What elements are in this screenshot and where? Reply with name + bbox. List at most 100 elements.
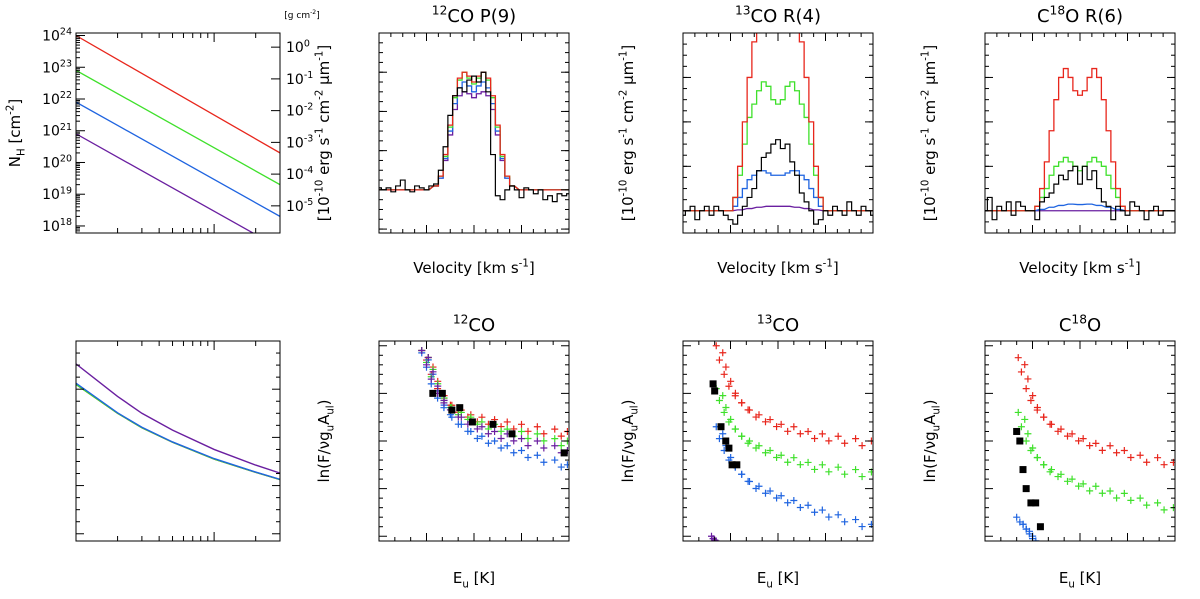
c18orot-point-observed xyxy=(1013,427,1021,435)
c18orot-point-red xyxy=(1014,354,1022,362)
co12line-line-green xyxy=(379,71,569,191)
co12line-line-red xyxy=(379,71,569,191)
co12rot-point-blue xyxy=(503,442,511,450)
co13rot-point-red xyxy=(773,423,781,431)
co13rot-point-blue xyxy=(858,523,866,531)
c18orot-point-green xyxy=(1048,466,1055,474)
co13rot-point-green xyxy=(804,458,812,466)
coldens-y2tick-label: 10-1 xyxy=(286,70,313,88)
c18orot-point-blue xyxy=(1022,525,1030,533)
co12rot-point-observed xyxy=(489,420,497,428)
c18orot-point-blue xyxy=(1025,530,1033,538)
co13rot-point-green xyxy=(874,475,881,482)
co12line-line-observed xyxy=(379,71,569,203)
co13rot-point-green xyxy=(777,451,785,459)
co12line-ylabel: [10-10 erg s-1 cm-2 μm-1] xyxy=(315,45,333,222)
co13rot-point-red xyxy=(746,406,753,414)
co12rot-point-red xyxy=(570,435,577,442)
co13rot-point-observed xyxy=(722,437,730,445)
co13line-title: 13CO R(4) xyxy=(735,3,821,27)
co13rot-point-red xyxy=(777,420,785,428)
co13rot-point-red xyxy=(727,377,735,385)
co12rot-point-blue xyxy=(467,427,475,435)
co12line-line-purple xyxy=(379,91,569,191)
co12rot-point-purple xyxy=(434,382,442,390)
co12rot-point-purple xyxy=(510,437,518,445)
coldens-ytick-label: 1019 xyxy=(42,185,72,203)
co13rot-point-blue xyxy=(852,516,860,524)
co12rot-point-purple xyxy=(478,423,486,431)
co13rot-point-purple xyxy=(716,542,723,549)
c18orot-point-blue xyxy=(1013,513,1021,521)
c18orot-point-green xyxy=(1160,506,1168,514)
temp-frame xyxy=(75,340,281,542)
c18orot-point-green xyxy=(1064,477,1071,485)
c18oline-line-observed xyxy=(985,165,1175,221)
co13line-frame xyxy=(682,32,874,234)
co12rot-point-purple xyxy=(491,427,499,435)
co13rot-point-green xyxy=(731,425,739,433)
c18orot-point-green xyxy=(1021,415,1029,423)
co13rot-point-blue xyxy=(715,435,723,443)
c18orot-point-blue xyxy=(1036,542,1043,549)
co12line-line-blue xyxy=(379,81,569,191)
c18orot-point-observed xyxy=(1032,499,1040,507)
co12rot-point-observed xyxy=(448,406,456,414)
co13rot-point-blue xyxy=(777,492,785,500)
c18oline-xlabel: Velocity [km s-1] xyxy=(1019,259,1140,277)
co13rot-point-green xyxy=(852,466,860,474)
co12line-xlabel: Velocity [km s-1] xyxy=(413,259,534,277)
co12line-frame xyxy=(378,32,570,234)
c18orot-point-observed xyxy=(1027,499,1035,507)
co13rot-point-blue xyxy=(804,501,812,509)
co13rot-point-red xyxy=(858,442,866,450)
co13rot-point-red xyxy=(784,427,792,435)
coldens-ytick-label: 1021 xyxy=(42,122,72,140)
co13rot-point-blue xyxy=(738,470,746,478)
coldens-ytick-label: 1022 xyxy=(42,90,72,108)
c18orot-point-green xyxy=(1079,480,1087,488)
co13rot-point-green xyxy=(762,449,769,457)
c18orot-point-green xyxy=(1014,408,1022,416)
co13rot-point-blue xyxy=(719,430,727,438)
co13rot-point-red xyxy=(825,437,833,445)
co13rot-point-red xyxy=(715,356,723,364)
co12rot-point-purple xyxy=(540,444,548,452)
c18orot-point-green xyxy=(1017,423,1025,431)
c18oline-frame xyxy=(984,32,1176,234)
co12rot-point-purple xyxy=(524,442,532,450)
co13rot-point-red xyxy=(804,427,812,435)
co12rot-ylabel: ln(F/νguAul) xyxy=(315,400,337,483)
coldens-line-blue xyxy=(76,101,280,217)
co12rot-point-observed xyxy=(468,418,476,426)
co13rot-point-green xyxy=(755,442,763,450)
co13rot-point-purple xyxy=(719,545,726,552)
co13rot-point-green xyxy=(738,432,746,440)
co13rot-point-green xyxy=(722,404,730,412)
co12rot-point-purple xyxy=(551,442,559,450)
co12rot-xlabel: Eu [K] xyxy=(453,569,495,591)
c18orot-point-red xyxy=(1154,454,1162,462)
co12rot-point-blue xyxy=(448,413,456,421)
c18orot-point-observed xyxy=(1036,523,1044,531)
co13rot-point-red xyxy=(841,439,849,447)
c18orot-point-red xyxy=(1160,461,1168,469)
co12rot-point-red xyxy=(518,420,525,428)
c18orot-point-green xyxy=(1068,475,1076,483)
c18orot-point-green xyxy=(1040,461,1048,469)
co13rot-point-red xyxy=(719,349,727,357)
c18orot-point-green xyxy=(1086,487,1094,495)
c18orot-points xyxy=(1013,354,1175,549)
co12rot-point-purple xyxy=(423,361,430,369)
co12rot-point-red xyxy=(540,430,548,438)
c18orot-point-observed xyxy=(1019,466,1027,474)
co13rot-point-green xyxy=(746,437,753,445)
co13rot-point-green xyxy=(796,461,804,469)
co13line-line-blue xyxy=(683,170,873,212)
co13rot-point-green xyxy=(818,461,826,469)
c18orot-point-red xyxy=(1120,447,1128,455)
coldens-y2tick-label: 10-5 xyxy=(286,197,313,215)
coldens-ytick-label: 1020 xyxy=(42,154,72,172)
co13rot-point-red xyxy=(874,445,881,452)
